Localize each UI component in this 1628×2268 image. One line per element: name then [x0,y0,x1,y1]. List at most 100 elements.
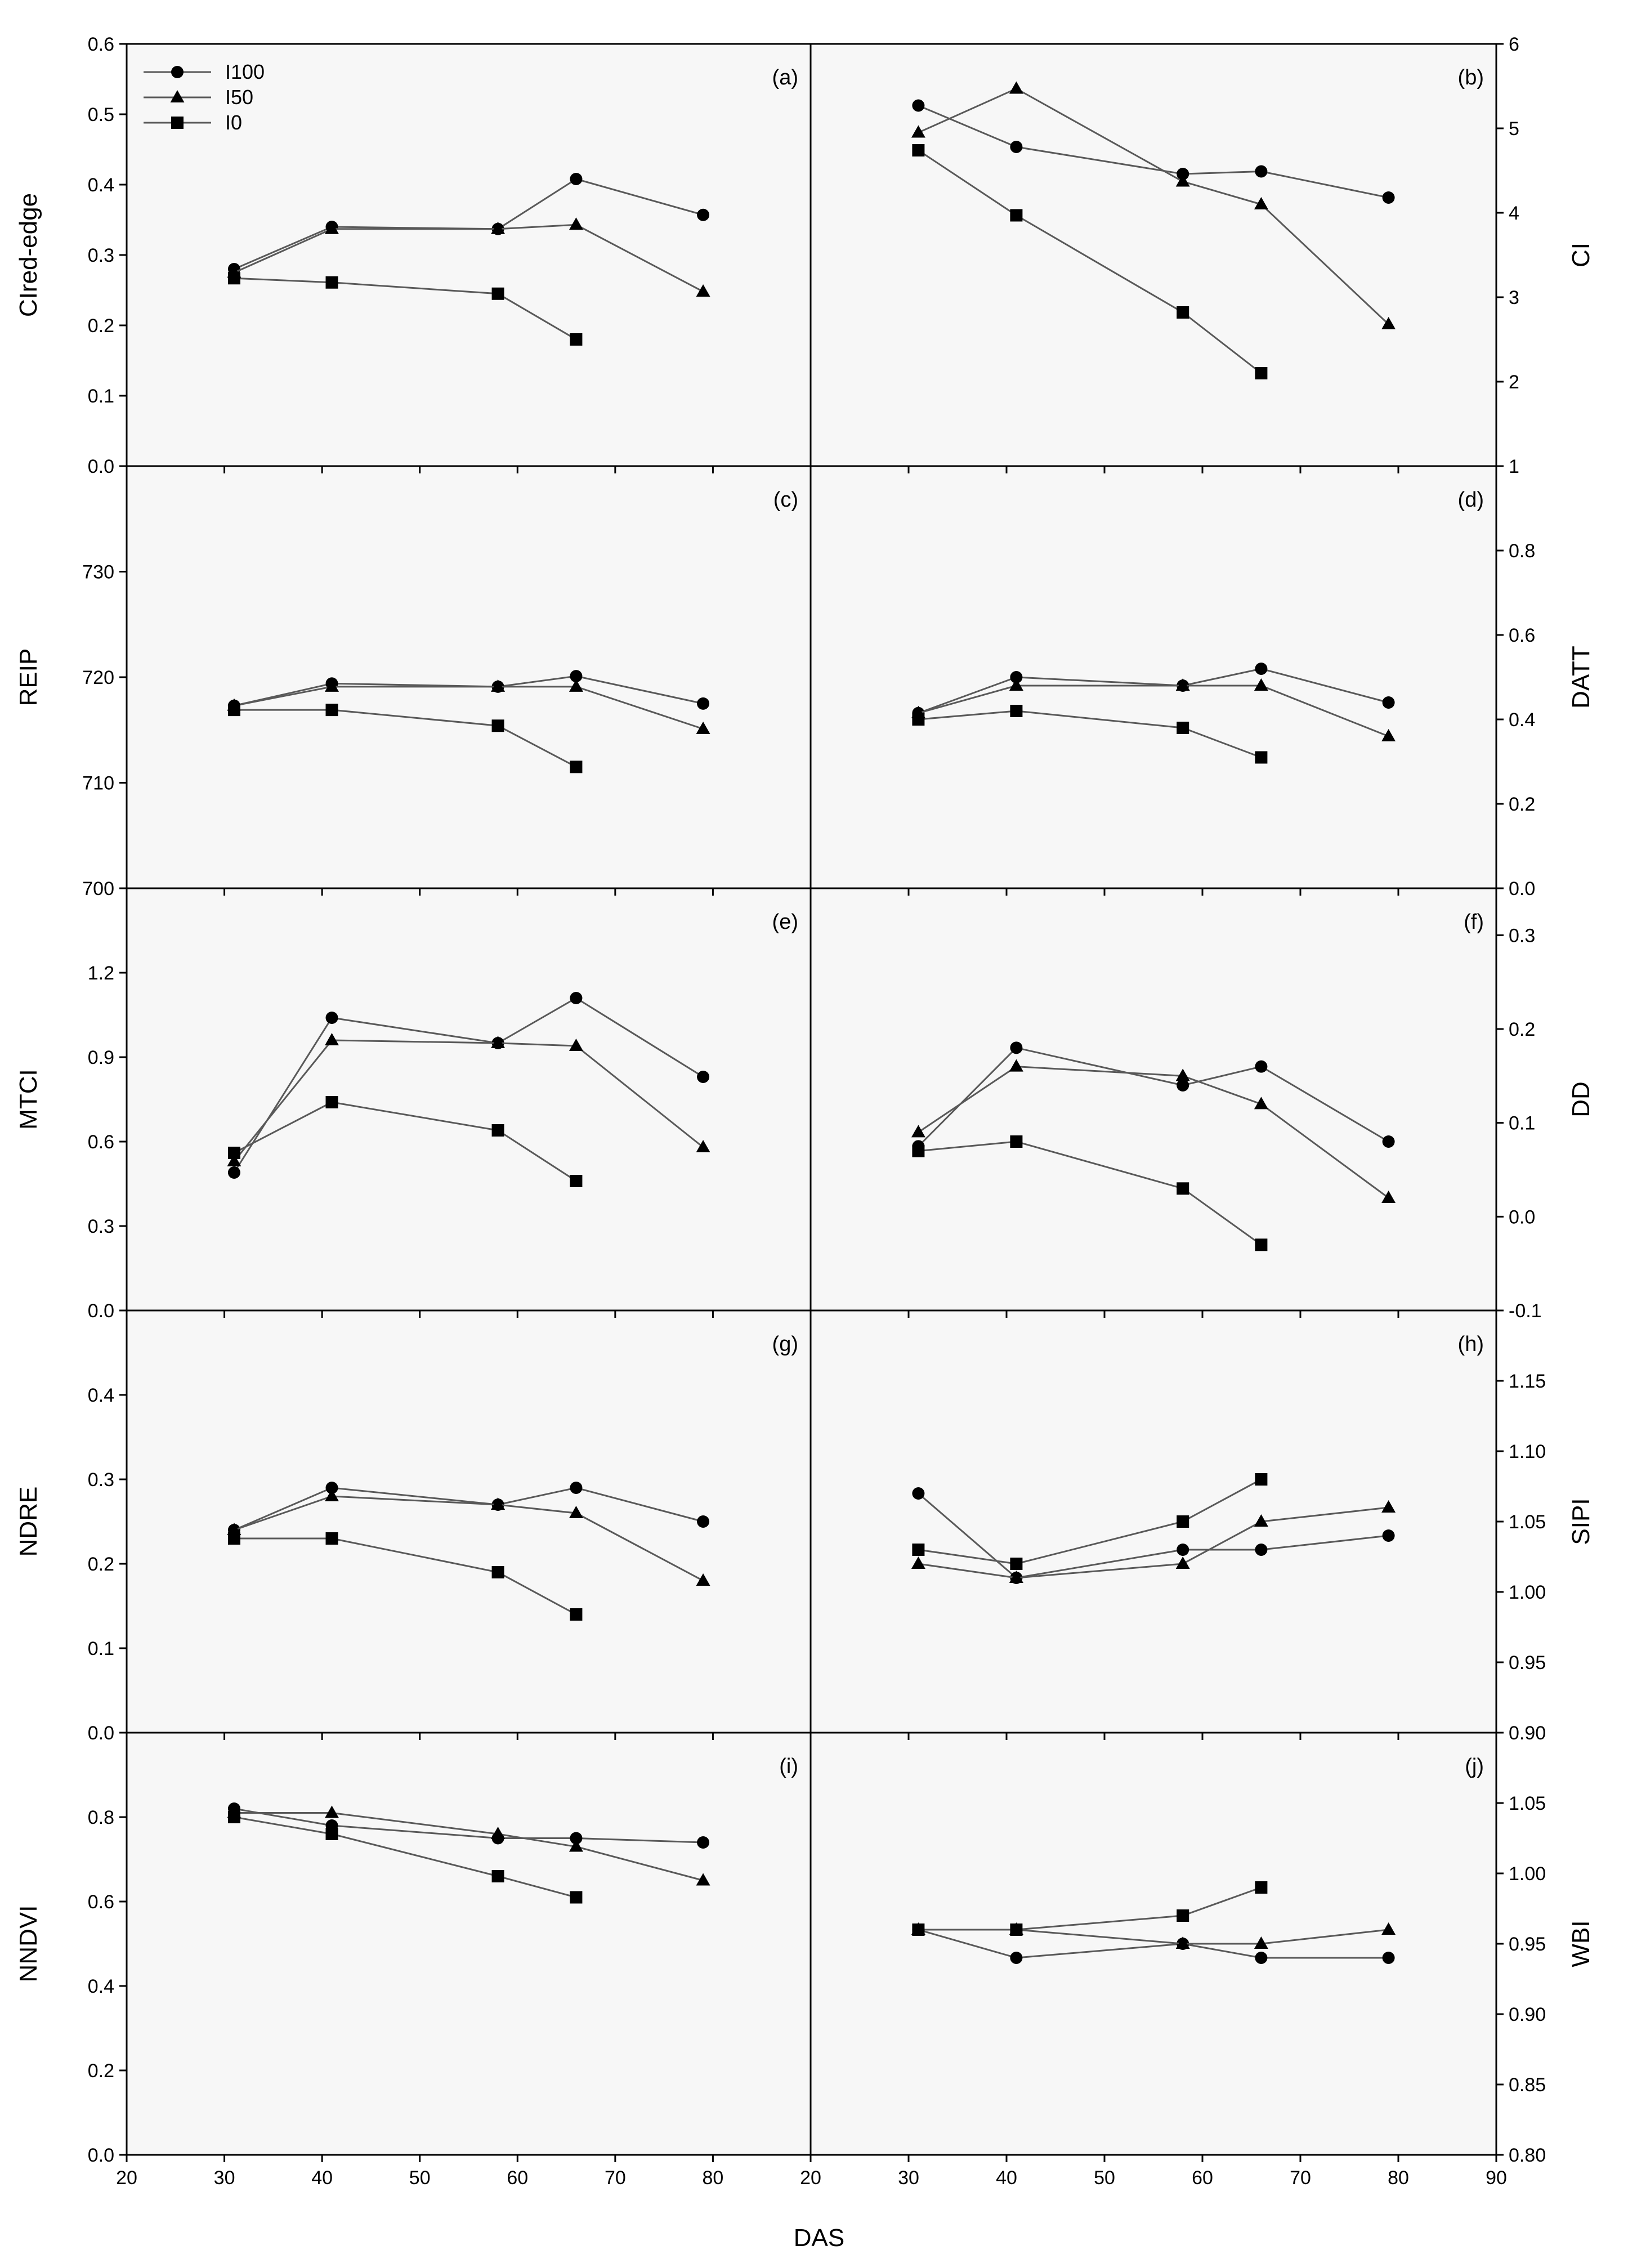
data-point-i0-a [570,333,583,346]
data-point-i50-a [491,221,506,234]
legend-marker-i100 [171,66,184,78]
data-point-i100-e [325,1012,338,1024]
series-line-i0-b [918,149,1262,374]
data-point-i50-g [569,1506,583,1518]
legend-marker-i0 [171,117,184,129]
x-tick-label-j: 30 [898,2167,919,2189]
data-point-i50-a [696,284,710,297]
x-tick-label-j: 80 [1388,2167,1409,2189]
data-point-i50-c [491,679,506,692]
y-tick-label-c: 700 [82,878,114,900]
data-point-i50-i [325,1805,339,1818]
data-point-i50-i [491,1827,506,1839]
series-line-i0-g [234,1537,577,1616]
y-tick-label-i: 0.8 [88,1807,114,1828]
series-line-i0-c [234,709,577,768]
y-axis-title-f: DD [1567,1081,1595,1117]
data-point-i50-d [1254,678,1268,691]
legend-label-i50: I50 [225,86,253,109]
data-point-i0-h [1010,1558,1023,1570]
data-point-i50-h [1009,1571,1023,1583]
data-point-i100-j [1010,1952,1023,1964]
x-tick-label-i: 30 [214,2167,235,2189]
y-axis-title-j: WBI [1567,1920,1595,1967]
y-axis-title-e: MTCI [15,1069,42,1130]
data-point-i50-e [325,1033,339,1045]
data-point-i50-c [325,679,339,692]
data-point-i0-h [1177,1515,1189,1528]
panel-label-g: (g) [772,1332,798,1356]
x-tick-label-i: 40 [311,2167,333,2189]
data-point-i50-b [1381,317,1396,329]
panel-background-g [127,1310,811,1733]
panel-background-d [811,466,1496,888]
x-tick-label-j: 70 [1290,2167,1311,2189]
data-point-i100-e [227,1166,240,1179]
panel-label-e: (e) [772,910,798,934]
data-point-i0-d [1010,705,1023,717]
data-point-i100-i [570,1832,583,1845]
data-point-i50-a [325,221,339,234]
y-tick-label-b: 6 [1509,34,1519,55]
panel-background-c [127,466,811,888]
y-tick-label-h: 0.95 [1509,1652,1546,1674]
data-point-i100-h [1255,1544,1268,1556]
y-tick-label-j: 0.85 [1509,2074,1546,2096]
data-point-i100-f [1177,1079,1189,1091]
data-point-i50-d [1381,729,1396,741]
legend-label-i0: I0 [225,111,242,134]
data-point-i0-i [570,1891,583,1904]
data-point-i50-j [1254,1936,1268,1949]
legend-label-i100: I100 [225,60,265,83]
data-point-i100-g [325,1482,338,1494]
data-point-i0-j [912,1923,925,1936]
x-tick-label-j: 90 [1486,2167,1507,2189]
data-point-i0-g [227,1532,240,1545]
data-point-i100-h [1382,1529,1395,1542]
data-point-i0-b [1010,209,1023,222]
panel-label-c: (c) [773,488,798,512]
y-tick-label-h: 1.00 [1509,1582,1546,1603]
y-tick-label-i: 0.6 [88,1891,114,1913]
x-tick-label-j: 60 [1192,2167,1213,2189]
y-tick-label-h: 1.10 [1509,1441,1546,1462]
data-point-i0-e [325,1096,338,1108]
series-line-i0-j [918,1886,1262,1931]
data-point-i0-b [1255,367,1268,379]
series-line-i0-e [234,1101,577,1182]
y-tick-label-e: 0.0 [88,1300,114,1322]
data-point-i0-d [912,713,925,726]
y-tick-label-c: 720 [82,667,114,688]
y-axis-title-i: NNDVI [15,1905,42,1983]
data-point-i100-b [1255,165,1268,178]
y-tick-label-a: 0.4 [88,175,114,196]
series-line-i0-i [234,1816,576,1898]
y-tick-label-b: 1 [1509,456,1519,477]
x-tick-label-j: 40 [996,2167,1017,2189]
data-point-i50-c [569,679,583,692]
y-axis-title-b: CI [1567,243,1595,267]
y-tick-label-a: 0.6 [88,34,114,55]
data-point-i50-g [227,1523,241,1535]
y-tick-label-e: 0.3 [88,1216,114,1237]
data-point-i100-f [1010,1041,1023,1054]
y-tick-label-e: 0.6 [88,1131,114,1153]
data-point-i0-c [227,704,240,717]
data-point-i100-c [697,697,710,710]
data-point-i0-h [1255,1473,1268,1486]
y-tick-label-a: 0.0 [88,456,114,477]
data-point-i50-a [569,217,583,230]
data-point-i100-g [697,1515,710,1528]
y-tick-label-f: 0.1 [1509,1113,1535,1134]
data-point-i50-b [911,125,925,138]
series-line-i0-h [918,1478,1262,1565]
y-axis-title-d: DATT [1567,646,1595,709]
data-point-i100-h [1177,1544,1189,1556]
data-point-i0-i [227,1811,240,1823]
y-tick-label-e: 1.2 [88,963,114,984]
x-tick-label-i: 70 [605,2167,626,2189]
data-point-i0-d [1255,751,1268,764]
data-point-i50-e [696,1140,710,1152]
y-tick-label-e: 0.9 [88,1047,114,1068]
data-point-i50-e [227,1154,241,1166]
